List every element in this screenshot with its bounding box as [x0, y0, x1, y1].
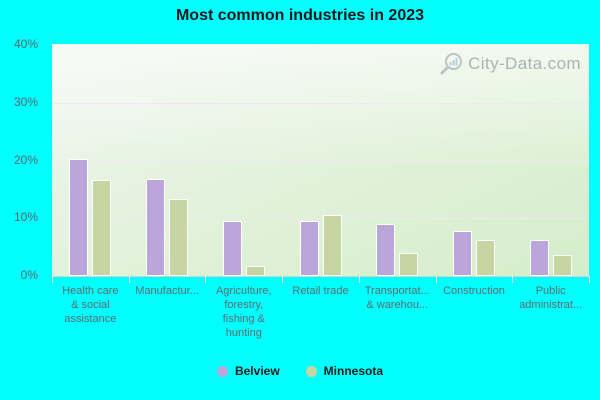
watermark: City-Data.com	[439, 51, 581, 77]
bar-belview	[146, 178, 166, 276]
bar-minnesota	[169, 198, 189, 276]
bar-belview	[452, 230, 472, 276]
y-tick-label: 40%	[13, 37, 38, 51]
x-axis-tick	[282, 276, 284, 283]
gridline	[52, 218, 589, 220]
x-axis-label: Public administrat...	[519, 285, 583, 311]
bar-minnesota	[552, 255, 572, 276]
y-tick-label: 30%	[13, 94, 38, 109]
legend-swatch-minnesota	[305, 365, 317, 377]
magnifier-bar-chart-icon	[440, 53, 463, 75]
bar-minnesota	[245, 265, 265, 276]
bar-belview	[376, 224, 396, 276]
bar-minnesota	[399, 253, 419, 276]
x-axis-label: Transportat... & warehou...	[364, 285, 430, 311]
gridline	[52, 102, 589, 104]
x-axis-label: Retail trade	[292, 285, 349, 297]
watermark-text: City-Data.com	[468, 54, 581, 73]
y-tick-label: 0%	[20, 268, 38, 282]
x-axis-label: Construction	[443, 285, 505, 297]
x-axis-label: Health care & social assistance	[62, 285, 119, 325]
x-axis-label: Agriculture, forestry, fishing & hunting	[215, 285, 272, 339]
bar-belview	[529, 239, 549, 276]
x-axis-tick	[205, 276, 207, 283]
bar-belview	[69, 158, 89, 276]
bar-group	[205, 45, 282, 276]
x-axis-labels: Health care & social assistance Manufact…	[52, 284, 589, 340]
gridline	[52, 160, 589, 162]
x-axis-tick	[128, 276, 130, 283]
x-axis-tick	[358, 276, 360, 283]
plot-area: City-Data.com	[52, 44, 589, 277]
legend-item-minnesota: Minnesota	[305, 364, 384, 378]
bar-belview	[222, 220, 242, 276]
x-axis-ticks	[52, 276, 590, 283]
x-axis-tick	[589, 276, 590, 283]
x-axis-tick	[435, 276, 437, 283]
bar-group	[436, 45, 513, 276]
bar-group	[129, 45, 206, 276]
legend-label: Minnesota	[323, 364, 384, 378]
chart-title: Most common industries in 2023	[175, 7, 425, 24]
bar-belview	[299, 220, 319, 276]
bar-groups	[52, 45, 589, 276]
legend-swatch-belview	[216, 365, 228, 377]
x-axis-tick	[512, 276, 514, 283]
bar-group	[282, 45, 359, 276]
y-tick-label: 10%	[13, 210, 38, 225]
x-axis-label: Manufactur...	[135, 285, 199, 297]
y-tick-label: 20%	[13, 152, 38, 167]
legend-label: Belview	[234, 364, 280, 378]
bar-minnesota	[92, 179, 112, 276]
y-axis: 40% 30% 20% 10% 0%	[0, 37, 45, 282]
bar-group	[52, 45, 129, 276]
bar-minnesota	[322, 215, 342, 276]
bar-group	[512, 45, 589, 276]
bar-group	[359, 45, 436, 276]
bar-minnesota	[475, 239, 495, 276]
legend-item-belview: Belview	[216, 364, 280, 378]
x-axis-tick	[52, 276, 53, 283]
legend: Belview Minnesota	[0, 364, 600, 378]
